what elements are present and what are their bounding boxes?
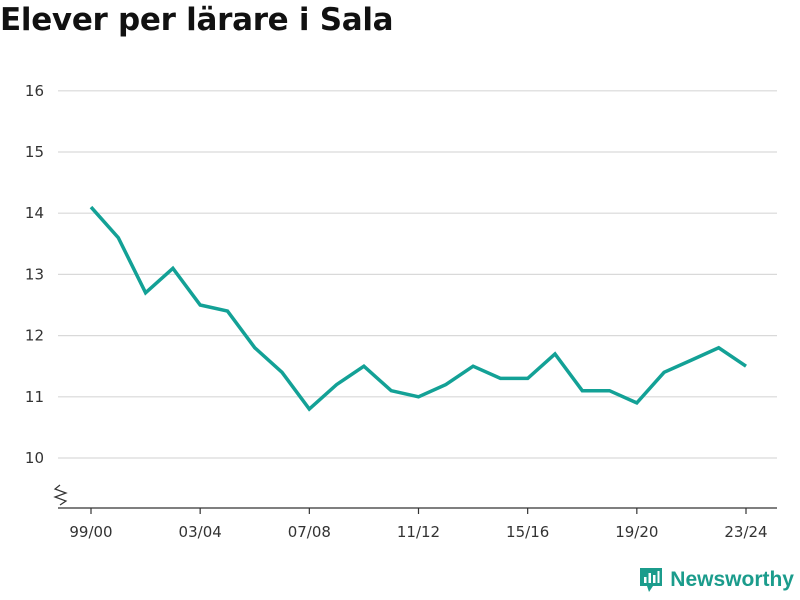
x-tick-label: 99/00 <box>69 523 112 541</box>
x-tick-label: 03/04 <box>179 523 222 541</box>
x-tick-label: 07/08 <box>288 523 331 541</box>
x-tick-label: 19/20 <box>615 523 658 541</box>
y-axis-ticks: 10 11 12 13 14 15 16 <box>25 82 44 467</box>
series-group <box>89 205 747 412</box>
y-tick-label: 12 <box>25 327 44 345</box>
y-tick-label: 15 <box>25 143 44 161</box>
brand-name: Newsworthy <box>670 568 794 591</box>
newsworthy-icon <box>640 568 663 592</box>
x-axis-ticks: 99/00 03/04 07/08 11/12 15/16 19/20 23/24 <box>69 508 768 541</box>
y-tick-label: 10 <box>25 449 44 467</box>
series-line <box>89 205 747 412</box>
x-tick-label: 15/16 <box>506 523 549 541</box>
y-tick-label: 16 <box>25 82 44 100</box>
axis-break-icon <box>53 484 68 506</box>
y-tick-label: 11 <box>25 388 44 406</box>
x-tick-label: 23/24 <box>724 523 767 541</box>
x-tick-label: 11/12 <box>397 523 440 541</box>
newsworthy-logo: Newsworthy <box>638 566 794 594</box>
chart-title: Elever per lärare i Sala <box>0 2 394 38</box>
y-tick-label: 14 <box>25 204 44 222</box>
y-tick-label: 13 <box>25 265 44 283</box>
x-axis <box>53 484 777 509</box>
